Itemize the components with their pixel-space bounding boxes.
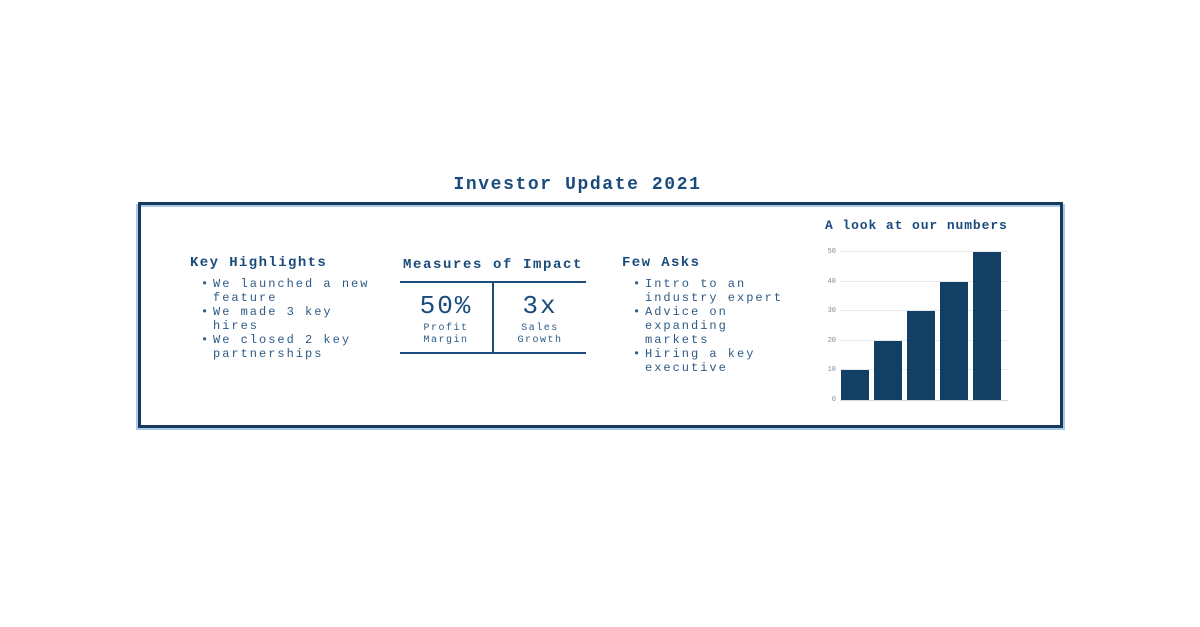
numbers-heading: A look at our numbers: [825, 218, 1008, 233]
y-tick-label: 20: [827, 336, 836, 345]
stat-label: Sales Growth: [517, 323, 563, 346]
list-item: We made 3 key hires: [190, 305, 376, 333]
list-item: Advice on expanding markets: [622, 305, 792, 347]
list-item: Intro to an industry expert: [622, 277, 792, 305]
section-key-highlights: Key Highlights We launched a new feature…: [190, 255, 390, 361]
content-card: Key Highlights We launched a new feature…: [138, 202, 1063, 428]
list-item: Hiring a key executive: [622, 347, 792, 375]
section-our-numbers: A look at our numbers 0 10 20 30 40 50: [825, 217, 1025, 412]
stat-value: 3x: [522, 291, 558, 321]
gridline: [840, 280, 1008, 282]
measures-heading: Measures of Impact: [402, 257, 584, 273]
section-few-asks: Few Asks Intro to an industry expert Adv…: [622, 255, 802, 375]
bar: [874, 340, 902, 400]
key-highlights-heading: Key Highlights: [190, 255, 328, 271]
y-tick-label: 40: [827, 277, 836, 286]
bar-chart-plot: 0 10 20 30 40 50: [828, 248, 1008, 404]
y-tick-label: 10: [827, 366, 836, 375]
few-asks-heading: Few Asks: [622, 255, 701, 271]
stat-value: 50%: [419, 291, 473, 321]
bar: [940, 281, 968, 400]
few-asks-list: Intro to an industry expert Advice on ex…: [622, 277, 802, 375]
key-highlights-list: We launched a new feature We made 3 key …: [190, 277, 390, 361]
y-tick-label: 0: [831, 396, 836, 404]
page-title: Investor Update 2021: [453, 175, 702, 195]
gridline: [840, 251, 1008, 252]
y-tick-label: 30: [827, 307, 836, 316]
y-tick-label: 50: [827, 248, 836, 256]
stat-profit-margin: 50% Profit Margin: [400, 283, 492, 352]
stat-label: Profit Margin: [423, 323, 469, 346]
stat-sales-growth: 3x Sales Growth: [494, 283, 586, 352]
table-divider: [492, 283, 494, 352]
list-item: We closed 2 key partnerships: [190, 333, 376, 361]
bar: [841, 370, 869, 400]
measures-table: 50% Profit Margin 3x Sales Growth: [400, 281, 586, 354]
bar: [973, 252, 1001, 400]
gridline: [840, 310, 1008, 312]
list-item: We launched a new feature: [190, 277, 376, 305]
bar: [907, 311, 935, 400]
section-measures-of-impact: Measures of Impact 50% Profit Margin 3x …: [400, 257, 586, 354]
